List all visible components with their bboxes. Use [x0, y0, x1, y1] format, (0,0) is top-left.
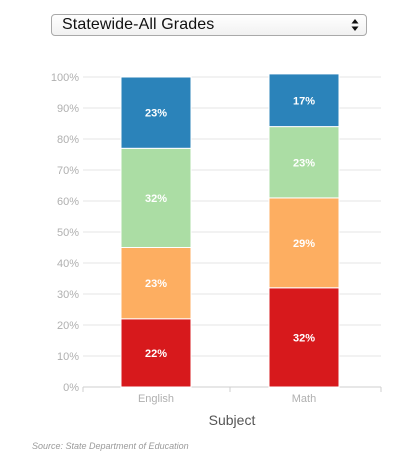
bar-segment	[120, 76, 192, 149]
y-tick-label: 100%	[51, 72, 79, 84]
grade-level-select-value: Statewide-All Grades	[62, 16, 215, 33]
y-tick-label: 20%	[57, 320, 79, 332]
x-tick-label: English	[138, 393, 174, 405]
y-tick-label: 70%	[57, 165, 79, 177]
y-tick-label: 0%	[63, 382, 79, 394]
bar-segment	[268, 73, 340, 128]
source-note: Source: State Department of Education	[32, 441, 189, 451]
data-label: 22%	[145, 348, 167, 360]
data-label: 23%	[145, 278, 167, 290]
grade-level-select[interactable]: Statewide-All Grades	[51, 14, 367, 36]
x-axis-title: Subject	[209, 412, 256, 428]
y-tick-label: 80%	[57, 134, 79, 146]
bar-segment	[268, 287, 340, 388]
y-tick-label: 90%	[57, 103, 79, 115]
y-tick-label: 40%	[57, 258, 79, 270]
bar-segment	[120, 147, 192, 248]
data-label: 29%	[293, 238, 315, 250]
data-label: 32%	[145, 193, 167, 205]
x-tick-label: Math	[292, 393, 316, 405]
y-tick-label: 30%	[57, 289, 79, 301]
y-tick-label: 50%	[57, 227, 79, 239]
data-label: 32%	[293, 332, 315, 344]
data-label: 23%	[293, 157, 315, 169]
data-label: 17%	[293, 95, 315, 107]
stacked-bar-chart: 0% 10% 20% 30% 40% 50% 60% 70% 80% 90% 100% 22% 23% 3…	[51, 72, 382, 428]
up-down-arrows-icon	[351, 19, 359, 31]
data-label: 23%	[145, 108, 167, 120]
y-tick-label: 10%	[57, 351, 79, 363]
bar-segment	[268, 197, 340, 289]
y-tick-label: 60%	[57, 196, 79, 208]
